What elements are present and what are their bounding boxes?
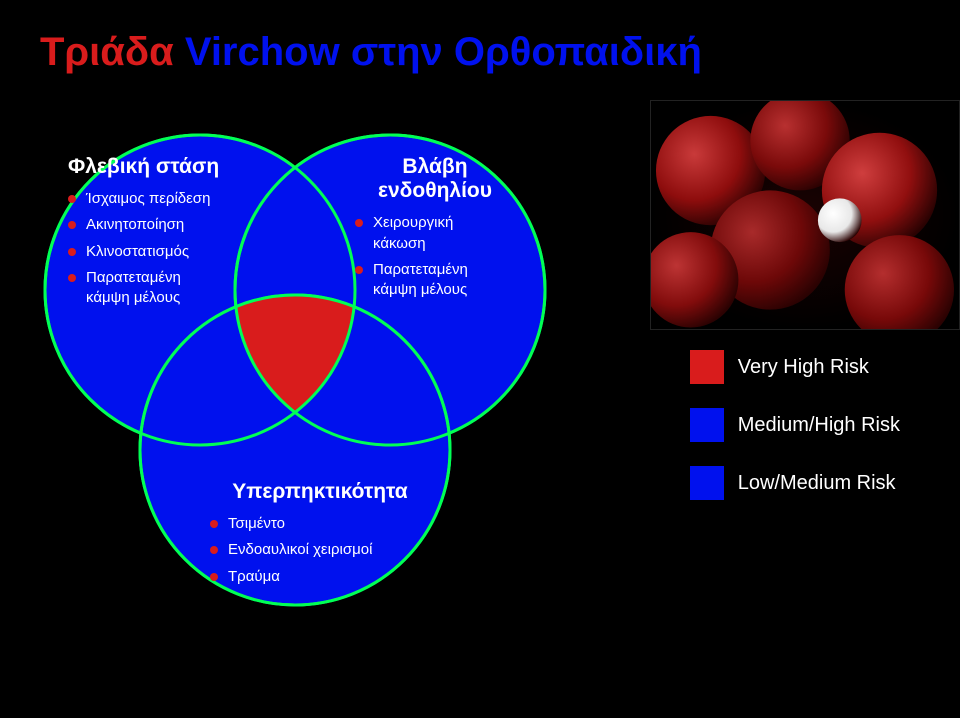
circle-b-heading: Βλάβη ενδοθηλίου bbox=[345, 155, 525, 203]
legend-row: Low/Medium Risk bbox=[690, 466, 900, 500]
list-item: Κλινοστατισμός bbox=[68, 242, 268, 262]
circle-b-heading-line2: ενδοθηλίου bbox=[378, 179, 492, 202]
circle-b-bullets: Χειρουργική κάκωση Παρατεταμένη κάμψη μέ… bbox=[355, 213, 525, 300]
list-item: Τσιμέντο bbox=[210, 514, 450, 534]
list-item: Ενδοαυλικοί χειρισμοί bbox=[210, 540, 450, 560]
title-part1: Τριάδα bbox=[40, 30, 174, 74]
legend-label: Low/Medium Risk bbox=[738, 472, 896, 495]
list-item: Ίσχαιμος περίδεση bbox=[68, 189, 268, 209]
legend-swatch-medium-high bbox=[690, 408, 724, 442]
circle-a-heading: Φλεβική στάση bbox=[68, 155, 268, 179]
legend-row: Very High Risk bbox=[690, 350, 900, 384]
circle-a-bullets: Ίσχαιμος περίδεση Ακινητοποίηση Κλινοστα… bbox=[68, 189, 268, 308]
legend-label: Very High Risk bbox=[738, 356, 869, 379]
list-item: Παρατεταμένη κάμψη μέλους bbox=[355, 260, 495, 301]
venn-diagram: Φλεβική στάση Ίσχαιμος περίδεση Ακινητοπ… bbox=[40, 110, 600, 670]
page-title: Τριάδα Virchow στην Ορθοπαιδική bbox=[40, 30, 702, 75]
blood-cells-svg bbox=[651, 101, 959, 330]
list-item: Παρατεταμένη κάμψη μέλους bbox=[68, 268, 198, 309]
circle-c-bullets: Τσιμέντο Ενδοαυλικοί χειρισμοί Τραύμα bbox=[210, 514, 450, 587]
circle-b-heading-line1: Βλάβη bbox=[402, 155, 467, 178]
legend-swatch-low-medium bbox=[690, 466, 724, 500]
circle-c-block: Υπερπηκτικότητα Τσιμέντο Ενδοαυλικοί χει… bbox=[190, 480, 450, 593]
circle-c-heading: Υπερπηκτικότητα bbox=[190, 480, 450, 504]
risk-legend: Very High Risk Medium/High Risk Low/Medi… bbox=[690, 350, 900, 524]
legend-swatch-very-high bbox=[690, 350, 724, 384]
legend-label: Medium/High Risk bbox=[738, 414, 900, 437]
legend-row: Medium/High Risk bbox=[690, 408, 900, 442]
list-item: Τραύμα bbox=[210, 567, 450, 587]
title-part3: στην Ορθοπαιδική bbox=[351, 30, 702, 74]
blood-cells-image bbox=[650, 100, 960, 330]
circle-b-block: Βλάβη ενδοθηλίου Χειρουργική κάκωση Παρα… bbox=[345, 155, 525, 306]
list-item: Χειρουργική κάκωση bbox=[355, 213, 495, 254]
title-part2: Virchow bbox=[185, 30, 340, 74]
list-item: Ακινητοποίηση bbox=[68, 215, 268, 235]
circle-a-block: Φλεβική στάση Ίσχαιμος περίδεση Ακινητοπ… bbox=[68, 155, 268, 314]
